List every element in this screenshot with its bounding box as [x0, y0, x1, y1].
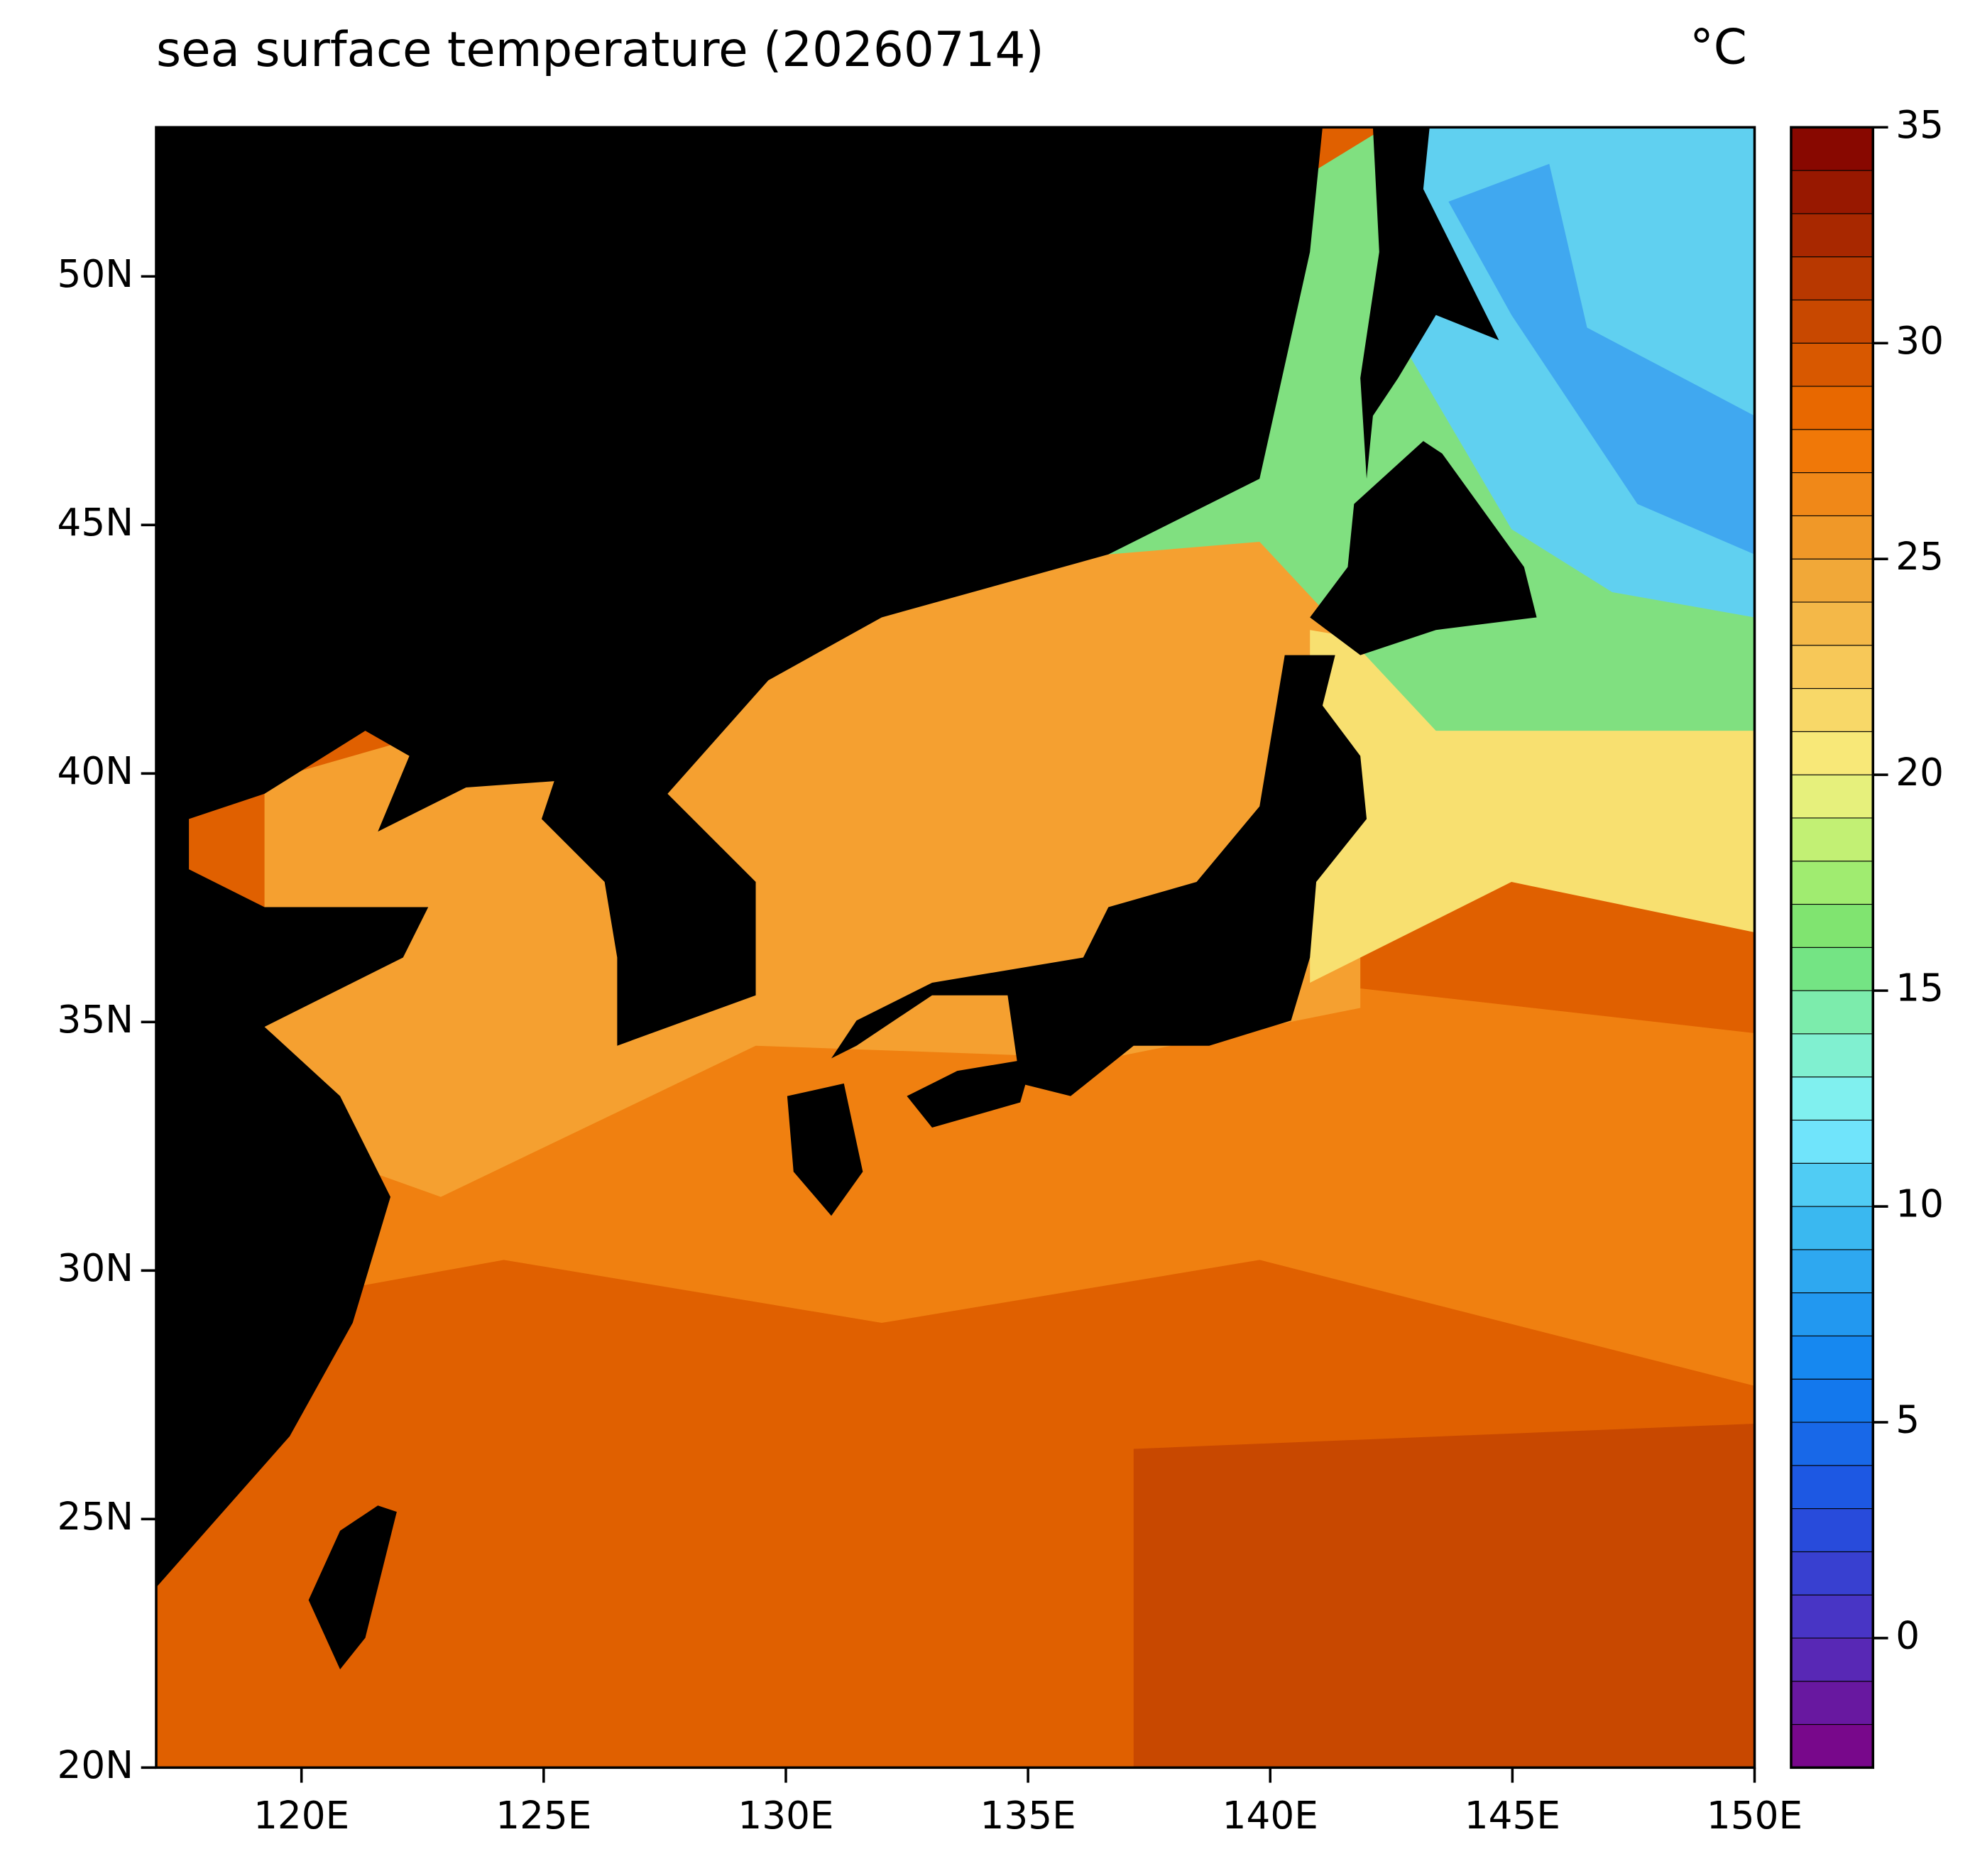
plot-frame — [155, 126, 1756, 1769]
x-tick-label: 125E — [496, 1794, 591, 1838]
colorbar-band — [1790, 1033, 1873, 1078]
x-tick-label: 150E — [1707, 1794, 1802, 1838]
chart-title: sea surface temperature (20260714) — [156, 21, 1044, 77]
colorbar-band — [1790, 1076, 1873, 1121]
colorbar-band — [1790, 1465, 1873, 1510]
colorbar-tick-label: 0 — [1895, 1614, 1920, 1658]
colorbar-tick-label: 10 — [1895, 1182, 1944, 1226]
colorbar-band — [1790, 601, 1873, 646]
colorbar-band — [1790, 1119, 1873, 1164]
colorbar-band — [1790, 386, 1873, 430]
x-tick-label: 145E — [1465, 1794, 1560, 1838]
colorbar-band — [1790, 558, 1873, 603]
colorbar-band — [1790, 645, 1873, 689]
kyushu — [787, 1083, 863, 1216]
hokkaido — [1310, 441, 1537, 655]
ocean-hot — [1133, 1423, 1755, 1768]
sst-field — [156, 127, 1755, 1768]
y-tick-label: 30N — [58, 1246, 134, 1290]
colorbar-band — [1790, 342, 1873, 387]
colorbar-band — [1790, 1335, 1873, 1380]
x-tick-label: 135E — [980, 1794, 1076, 1838]
sakhalin — [1360, 127, 1499, 479]
colorbar-frame — [1790, 126, 1875, 1769]
colorbar-band — [1790, 1724, 1873, 1768]
colorbar-band — [1790, 731, 1873, 775]
x-tick-label: 120E — [253, 1794, 349, 1838]
colorbar-band — [1790, 1551, 1873, 1596]
colorbar-tick-label: 25 — [1895, 535, 1944, 579]
colorbar-band — [1790, 1206, 1873, 1250]
colorbar-tick-label: 20 — [1895, 751, 1944, 795]
colorbar-band — [1790, 990, 1873, 1035]
unit-label: °C — [1690, 19, 1747, 75]
colorbar-band — [1790, 299, 1873, 344]
colorbar-band — [1790, 774, 1873, 819]
colorbar-band — [1790, 1594, 1873, 1639]
colorbar-band — [1790, 126, 1873, 171]
y-tick-label: 25N — [58, 1495, 134, 1539]
colorbar-tick-label: 35 — [1895, 103, 1944, 147]
colorbar-band — [1790, 947, 1873, 991]
colorbar-band — [1790, 903, 1873, 948]
colorbar-band — [1790, 429, 1873, 474]
colorbar-band — [1790, 1508, 1873, 1552]
x-tick-label: 140E — [1222, 1794, 1318, 1838]
y-tick-label: 40N — [58, 749, 134, 793]
colorbar-band — [1790, 256, 1873, 300]
colorbar-band — [1790, 472, 1873, 516]
y-tick-label: 45N — [58, 501, 134, 545]
shikoku — [907, 1058, 1033, 1128]
colorbar-band — [1790, 515, 1873, 560]
colorbar-band — [1790, 1681, 1873, 1725]
colorbar-band — [1790, 1162, 1873, 1207]
colorbar-band — [1790, 1292, 1873, 1336]
y-tick-label: 35N — [58, 998, 134, 1042]
mainland — [156, 127, 1323, 1588]
colorbar-band — [1790, 1422, 1873, 1466]
colorbar-band — [1790, 170, 1873, 214]
colorbar-tick-label: 30 — [1895, 319, 1944, 363]
x-tick-label: 130E — [738, 1794, 833, 1838]
colorbar-band — [1790, 1637, 1873, 1682]
y-tick-label: 20N — [58, 1743, 134, 1787]
colorbar-band — [1790, 817, 1873, 862]
ocean-blue — [1448, 163, 1755, 555]
land — [156, 127, 1537, 1669]
honshu — [831, 655, 1367, 1096]
colorbar-band — [1790, 1249, 1873, 1294]
colorbar-band — [1790, 1378, 1873, 1423]
colorbar-tick-label: 15 — [1895, 966, 1944, 1010]
colorbar-band — [1790, 688, 1873, 732]
taiwan — [308, 1505, 397, 1669]
colorbar-tick-label: 5 — [1895, 1398, 1920, 1442]
colorbar-band — [1790, 213, 1873, 258]
colorbar-band — [1790, 861, 1873, 905]
y-tick-label: 50N — [58, 252, 134, 296]
